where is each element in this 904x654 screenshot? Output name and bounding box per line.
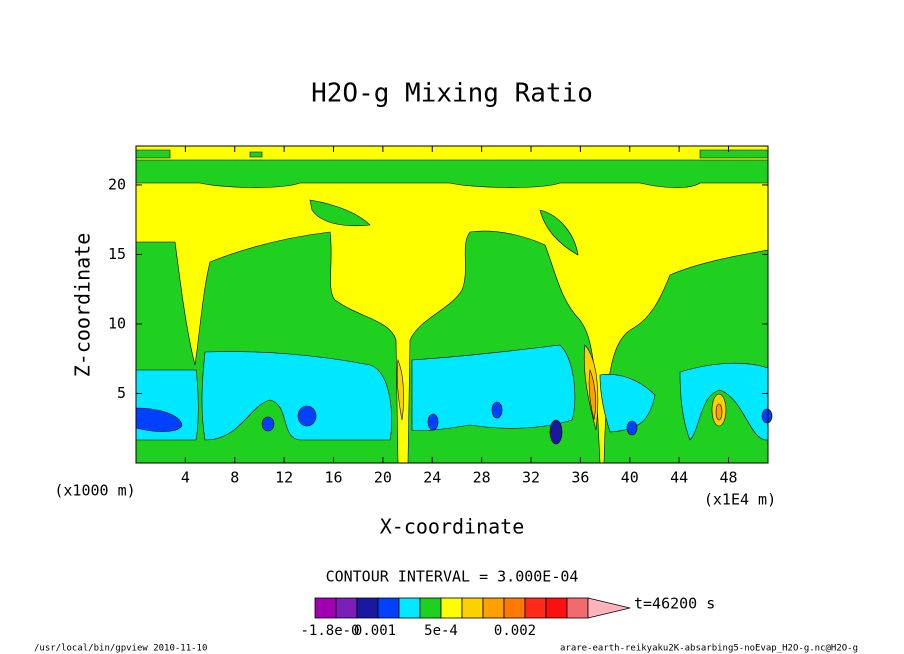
colorbar-box — [503, 597, 526, 619]
colorbar-box — [314, 597, 337, 619]
contour-region — [135, 407, 183, 432]
footer-right: arare-earth-reikyaku2K-absarbing5-noEvap… — [560, 644, 858, 654]
y-unit: (x1000 m) — [54, 482, 135, 500]
contour-region — [135, 159, 769, 188]
x-tick-label: 48 — [719, 469, 737, 487]
contour-field — [135, 145, 773, 464]
contour-interval: CONTOUR INTERVAL = 3.000E-04 — [326, 568, 579, 586]
contour-region — [261, 401, 773, 436]
colorbar-box — [482, 597, 505, 619]
chart-title: H2O-g Mixing Ratio — [311, 79, 593, 109]
colorbar-label: -1.8e-0 — [300, 623, 359, 639]
colorbar-box — [419, 597, 442, 619]
x-axis-label: X-coordinate — [380, 515, 525, 539]
colorbar-box — [335, 597, 358, 619]
plot-frame — [135, 145, 769, 464]
x-unit: (x1E4 m) — [704, 491, 776, 509]
contour-region — [309, 199, 579, 256]
x-tick-label: 44 — [670, 469, 688, 487]
footer-left: /usr/local/bin/gpview 2010-11-10 — [34, 644, 207, 654]
contour-region — [396, 344, 727, 431]
time-label: t=46200 s — [634, 595, 715, 613]
x-tick-label: 4 — [181, 469, 190, 487]
x-tick-label: 36 — [571, 469, 589, 487]
x-tick-label: 24 — [423, 469, 441, 487]
colorbar-box — [545, 597, 568, 619]
colorbar-label: 0.001 — [354, 623, 396, 639]
contour-region — [599, 374, 656, 433]
y-tick-label: 15 — [108, 245, 126, 263]
x-tick-label: 40 — [621, 469, 639, 487]
colorbar-box — [461, 597, 484, 619]
colorbar-label: 5e-4 — [424, 623, 458, 639]
y-tick-label: 5 — [117, 384, 126, 402]
contour-region — [679, 362, 769, 441]
colorbar-box — [356, 597, 379, 619]
y-tick-label: 10 — [108, 314, 126, 332]
colorbar-box — [398, 597, 421, 619]
colorbar-box — [377, 597, 400, 619]
x-tick-label: 8 — [230, 469, 239, 487]
contour-region — [411, 344, 576, 432]
colorbar-arrow — [587, 597, 631, 619]
contour-region — [588, 368, 723, 421]
x-tick-label: 32 — [522, 469, 540, 487]
colorbar-box — [566, 597, 589, 619]
x-tick-label: 12 — [275, 469, 293, 487]
x-tick-label: 16 — [324, 469, 342, 487]
y-tick-label: 20 — [108, 175, 126, 193]
x-tick-label: 28 — [473, 469, 491, 487]
colorbar-box — [440, 597, 463, 619]
x-tick-label: 20 — [374, 469, 392, 487]
contour-region — [549, 419, 563, 445]
colorbar-label: 0.002 — [494, 623, 536, 639]
y-axis-label: Z-coordinate — [71, 233, 95, 378]
contour-region — [201, 351, 392, 441]
colorbar-box — [524, 597, 547, 619]
